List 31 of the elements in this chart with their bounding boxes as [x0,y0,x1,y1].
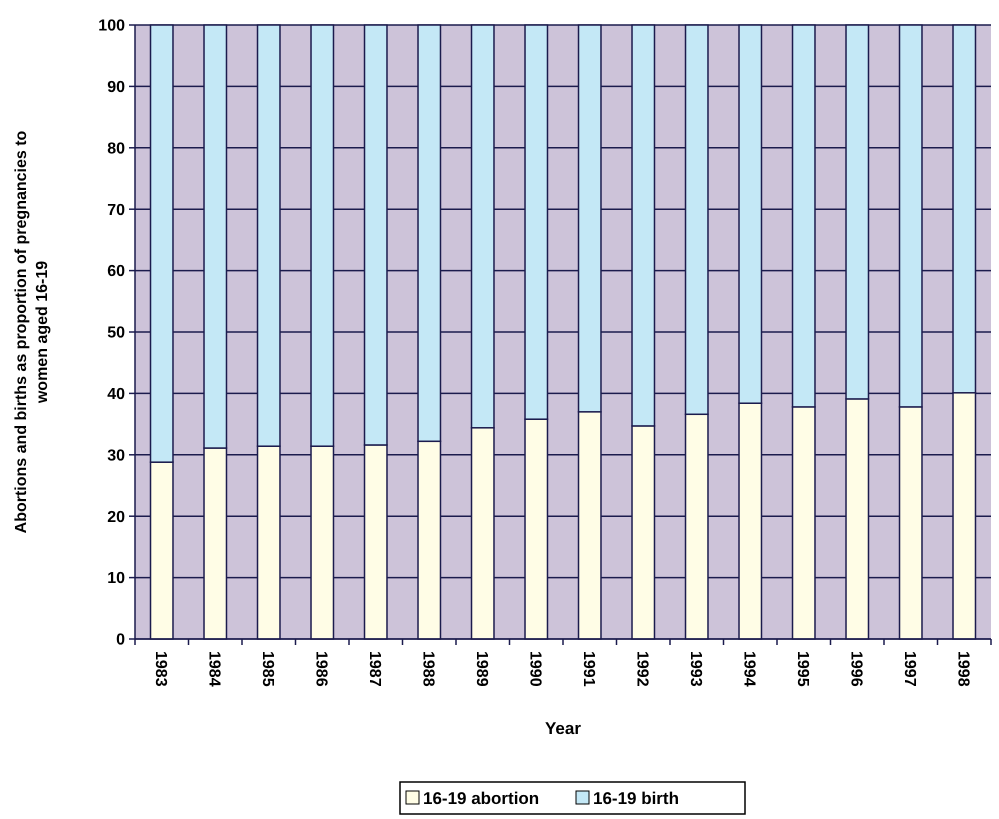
x-tick-label: 1997 [901,651,918,687]
x-tick-label: 1983 [152,651,170,687]
y-tick-label: 70 [107,202,126,219]
y-tick-label: 30 [107,447,126,464]
x-tick-label: 1990 [526,651,544,687]
x-tick-label: 1987 [366,651,384,687]
y-tick-label: 50 [107,324,126,342]
y-tick-label: 40 [107,386,126,403]
x-tick-label: 1992 [634,651,651,687]
y-tick-label: 60 [107,263,126,280]
x-tick-label: 1996 [848,651,865,687]
x-tick-label: 1993 [687,651,704,687]
x-tick-label: 1998 [954,651,972,687]
y-tick-label: 80 [107,140,126,158]
y-tick-label: 100 [98,18,126,35]
x-tick-label: 1986 [312,651,330,687]
x-tick-label: 1994 [740,651,758,687]
x-tick-label: 1984 [206,651,223,687]
y-tick-label: 20 [107,508,126,526]
x-axis-title: Year [545,719,582,738]
legend-label: 16-19 abortion [423,788,540,808]
legend-label: 16-19 birth [593,788,679,808]
y-axis-title: Abortions and births as proportion of pregnancies to women aged 16-19 [13,130,51,534]
x-tick-label: 1991 [580,651,598,687]
x-tick-label: 1995 [794,651,812,687]
y-tick-label: 0 [116,632,126,649]
y-tick-label: 90 [107,79,126,96]
x-tick-label: 1985 [259,651,276,687]
x-tick-label: 1988 [420,651,437,687]
y-tick-label: 10 [107,570,126,588]
x-tick-label: 1989 [473,651,490,687]
